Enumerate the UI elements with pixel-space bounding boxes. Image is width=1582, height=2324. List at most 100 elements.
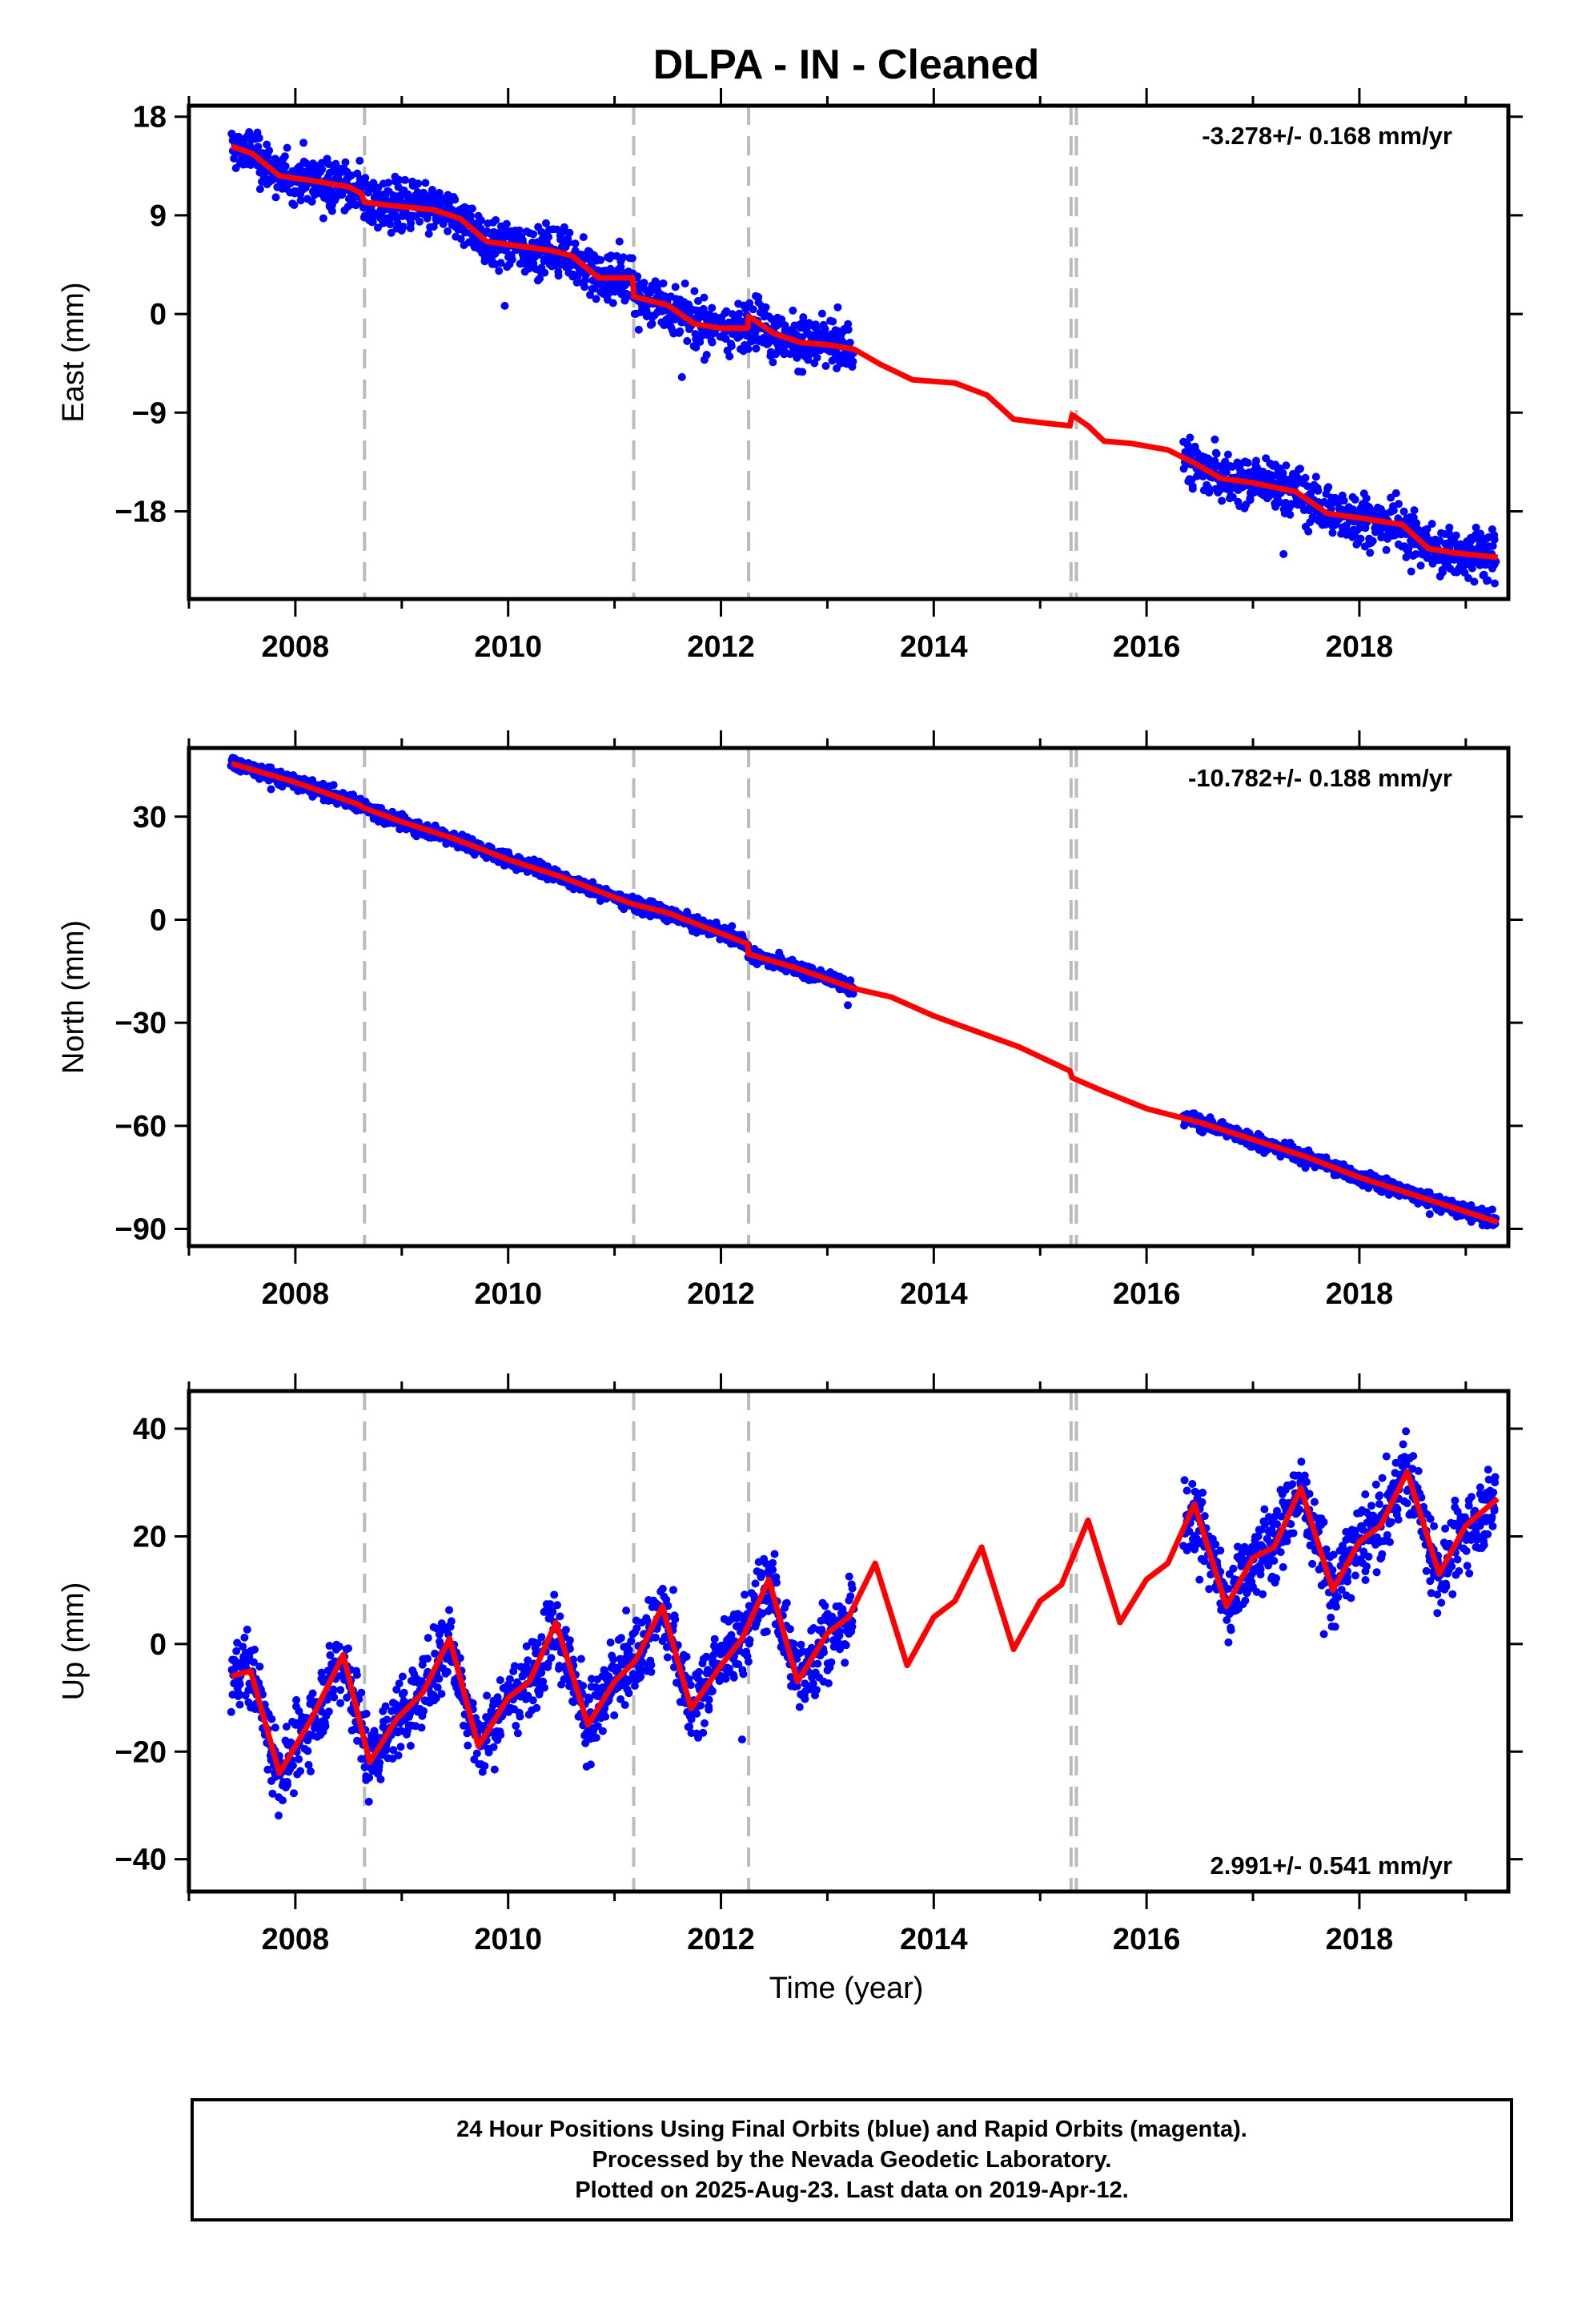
data-point — [579, 1682, 588, 1690]
data-point — [741, 304, 750, 313]
data-point — [476, 216, 485, 225]
data-point — [489, 1743, 498, 1751]
data-point — [1410, 506, 1419, 515]
data-point — [1223, 450, 1232, 459]
data-point — [556, 1612, 564, 1621]
data-point — [361, 174, 370, 183]
data-point — [1412, 519, 1421, 528]
data-point — [828, 356, 837, 365]
data-point — [289, 1761, 297, 1770]
data-point — [1304, 527, 1313, 536]
x-tick-label: 2014 — [900, 1277, 968, 1311]
data-point — [324, 1707, 333, 1716]
data-point — [240, 1633, 249, 1642]
data-point — [431, 1649, 440, 1658]
data-point — [299, 139, 308, 147]
data-point — [1275, 498, 1284, 507]
data-point — [480, 1762, 489, 1771]
data-point — [669, 1586, 677, 1594]
x-tick-label: 2010 — [474, 630, 542, 664]
data-point — [565, 1636, 574, 1645]
x-tick-label: 2016 — [1113, 630, 1181, 664]
data-point — [553, 1601, 561, 1610]
data-point — [586, 291, 594, 300]
data-point — [529, 230, 537, 239]
data-point — [1484, 576, 1492, 585]
data-point — [443, 1667, 452, 1676]
data-point — [671, 283, 680, 292]
data-point — [596, 255, 605, 264]
data-point — [690, 287, 699, 296]
data-point — [532, 1703, 541, 1712]
data-point — [400, 175, 409, 184]
data-point — [560, 223, 568, 231]
data-point — [421, 179, 430, 187]
data-point — [692, 343, 701, 352]
data-point — [393, 219, 402, 227]
data-point — [495, 267, 504, 275]
data-point — [544, 232, 553, 241]
y-tick-label: −9 — [132, 396, 167, 430]
data-point — [1391, 489, 1400, 497]
data-point — [375, 1759, 384, 1767]
data-point — [444, 227, 452, 235]
x-tick-label: 2012 — [687, 1277, 755, 1311]
data-point — [335, 1642, 343, 1651]
data-point — [344, 1644, 352, 1653]
data-point — [1490, 531, 1499, 540]
data-point — [547, 1654, 556, 1663]
data-point — [550, 1590, 559, 1599]
data-point — [1186, 433, 1195, 442]
data-point — [307, 1767, 315, 1775]
data-point — [1445, 523, 1454, 532]
data-point — [416, 217, 424, 226]
data-point — [848, 363, 857, 371]
data-point — [283, 143, 291, 152]
data-point — [1228, 493, 1237, 501]
x-tick-label: 2008 — [262, 630, 330, 664]
data-point — [727, 340, 735, 348]
data-point — [456, 235, 465, 243]
data-point — [683, 336, 692, 345]
data-point — [1296, 464, 1304, 473]
chart-title: DLPA - IN - Cleaned — [653, 42, 1039, 88]
model-line — [231, 143, 1499, 561]
data-point — [624, 1689, 633, 1698]
data-point — [1425, 1210, 1434, 1219]
data-point — [451, 195, 460, 204]
data-point — [821, 362, 830, 370]
data-point — [571, 239, 580, 248]
data-point — [1452, 531, 1460, 540]
data-point — [330, 1693, 339, 1702]
data-point — [327, 207, 336, 215]
data-point — [318, 165, 327, 174]
data-point — [616, 1634, 625, 1642]
data-point — [341, 158, 350, 167]
data-point — [296, 196, 305, 205]
data-point — [620, 1701, 629, 1709]
y-tick-label: 0 — [150, 903, 167, 937]
data-point — [640, 279, 648, 287]
data-point — [227, 1707, 235, 1716]
data-point — [303, 1747, 312, 1755]
data-point — [1328, 529, 1337, 537]
data-point — [1391, 531, 1399, 540]
data-point — [1411, 550, 1420, 558]
data-point — [515, 226, 524, 235]
data-point — [394, 1751, 403, 1759]
data-point — [319, 214, 327, 223]
data-point — [671, 1615, 680, 1623]
data-point — [1399, 507, 1408, 516]
data-point — [821, 324, 829, 333]
data-point — [676, 327, 685, 336]
data-point — [417, 1723, 426, 1732]
data-point — [1252, 456, 1260, 465]
data-point — [255, 1663, 264, 1671]
data-point — [647, 1667, 656, 1676]
y-tick-label: −30 — [115, 1007, 167, 1040]
data-point — [769, 358, 777, 367]
data-point — [1282, 461, 1291, 470]
data-point — [702, 351, 711, 359]
